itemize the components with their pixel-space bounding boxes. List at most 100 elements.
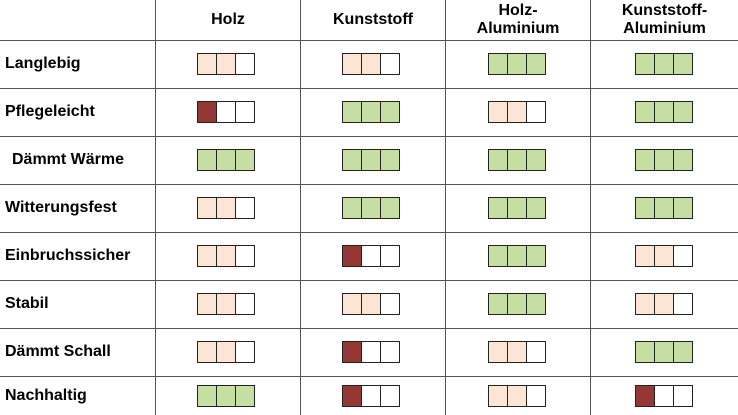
rating-box bbox=[197, 101, 217, 123]
rating-box bbox=[380, 101, 400, 123]
rating-box bbox=[380, 197, 400, 219]
rating-box bbox=[635, 197, 655, 219]
rating-indicator bbox=[635, 101, 693, 123]
row-divider bbox=[0, 328, 738, 329]
rating-box bbox=[526, 385, 546, 407]
rating-indicator bbox=[488, 53, 546, 75]
rating-box bbox=[488, 197, 508, 219]
rating-box bbox=[216, 53, 236, 75]
rating-indicator bbox=[197, 341, 255, 363]
rating-box bbox=[635, 385, 655, 407]
row-divider bbox=[0, 88, 738, 89]
rating-box bbox=[235, 101, 255, 123]
rating-box bbox=[673, 293, 693, 315]
rating-box bbox=[635, 101, 655, 123]
rating-box bbox=[526, 197, 546, 219]
rating-indicator bbox=[342, 101, 400, 123]
rating-box bbox=[361, 197, 381, 219]
rating-box bbox=[673, 197, 693, 219]
rating-box bbox=[654, 101, 674, 123]
column-divider bbox=[445, 0, 446, 415]
rating-box bbox=[507, 341, 527, 363]
rating-indicator bbox=[635, 197, 693, 219]
rating-indicator bbox=[342, 53, 400, 75]
rating-box bbox=[488, 385, 508, 407]
rating-box bbox=[488, 149, 508, 171]
rating-box bbox=[526, 245, 546, 267]
column-header: Holz- Aluminium bbox=[476, 2, 560, 37]
rating-box bbox=[380, 341, 400, 363]
rating-box bbox=[654, 197, 674, 219]
rating-box bbox=[342, 385, 362, 407]
rating-box bbox=[380, 149, 400, 171]
rating-box bbox=[235, 53, 255, 75]
rating-box bbox=[526, 293, 546, 315]
rating-indicator bbox=[488, 197, 546, 219]
rating-box bbox=[342, 197, 362, 219]
rating-box bbox=[526, 101, 546, 123]
row-divider bbox=[0, 376, 738, 377]
row-label: Dämmt Schall bbox=[5, 343, 111, 360]
rating-indicator bbox=[197, 293, 255, 315]
rating-box bbox=[507, 245, 527, 267]
rating-box bbox=[488, 101, 508, 123]
rating-indicator bbox=[342, 197, 400, 219]
rating-box bbox=[216, 101, 236, 123]
rating-indicator bbox=[635, 149, 693, 171]
rating-box bbox=[216, 293, 236, 315]
row-label: Pflegeleicht bbox=[5, 103, 95, 120]
rating-box bbox=[361, 293, 381, 315]
rating-box bbox=[361, 149, 381, 171]
rating-box bbox=[673, 385, 693, 407]
rating-box bbox=[361, 245, 381, 267]
rating-box bbox=[235, 293, 255, 315]
row-label: Witterungsfest bbox=[5, 199, 117, 216]
rating-box bbox=[654, 341, 674, 363]
rating-box bbox=[197, 197, 217, 219]
rating-box bbox=[235, 385, 255, 407]
rating-box bbox=[361, 53, 381, 75]
rating-box bbox=[216, 149, 236, 171]
rating-indicator bbox=[635, 53, 693, 75]
rating-indicator bbox=[488, 341, 546, 363]
rating-box bbox=[635, 53, 655, 75]
rating-box bbox=[197, 341, 217, 363]
rating-box bbox=[654, 245, 674, 267]
row-divider bbox=[0, 136, 738, 137]
rating-indicator bbox=[342, 149, 400, 171]
rating-box bbox=[342, 149, 362, 171]
rating-indicator bbox=[488, 101, 546, 123]
rating-box bbox=[507, 197, 527, 219]
row-label: Langlebig bbox=[5, 55, 81, 72]
rating-indicator bbox=[342, 245, 400, 267]
rating-indicator bbox=[197, 245, 255, 267]
rating-box bbox=[488, 341, 508, 363]
column-header: Holz bbox=[211, 11, 245, 28]
rating-box bbox=[361, 385, 381, 407]
rating-box bbox=[380, 385, 400, 407]
column-header: Kunststoff- Aluminium bbox=[621, 2, 708, 37]
rating-box bbox=[507, 101, 527, 123]
rating-box bbox=[235, 341, 255, 363]
rating-box bbox=[197, 293, 217, 315]
rating-box bbox=[654, 149, 674, 171]
rating-indicator bbox=[342, 385, 400, 407]
rating-box bbox=[507, 149, 527, 171]
rating-box bbox=[197, 53, 217, 75]
rating-box bbox=[342, 293, 362, 315]
rating-box bbox=[673, 101, 693, 123]
row-label: Einbruchssicher bbox=[5, 247, 131, 264]
rating-box bbox=[216, 385, 236, 407]
row-label: Dämmt Wärme bbox=[12, 151, 125, 168]
rating-box bbox=[654, 53, 674, 75]
rating-box bbox=[673, 341, 693, 363]
rating-box bbox=[380, 245, 400, 267]
rating-indicator bbox=[635, 341, 693, 363]
rating-indicator bbox=[635, 245, 693, 267]
rating-indicator bbox=[635, 293, 693, 315]
rating-indicator bbox=[197, 53, 255, 75]
rating-indicator bbox=[488, 293, 546, 315]
rating-box bbox=[488, 53, 508, 75]
rating-indicator bbox=[197, 385, 255, 407]
